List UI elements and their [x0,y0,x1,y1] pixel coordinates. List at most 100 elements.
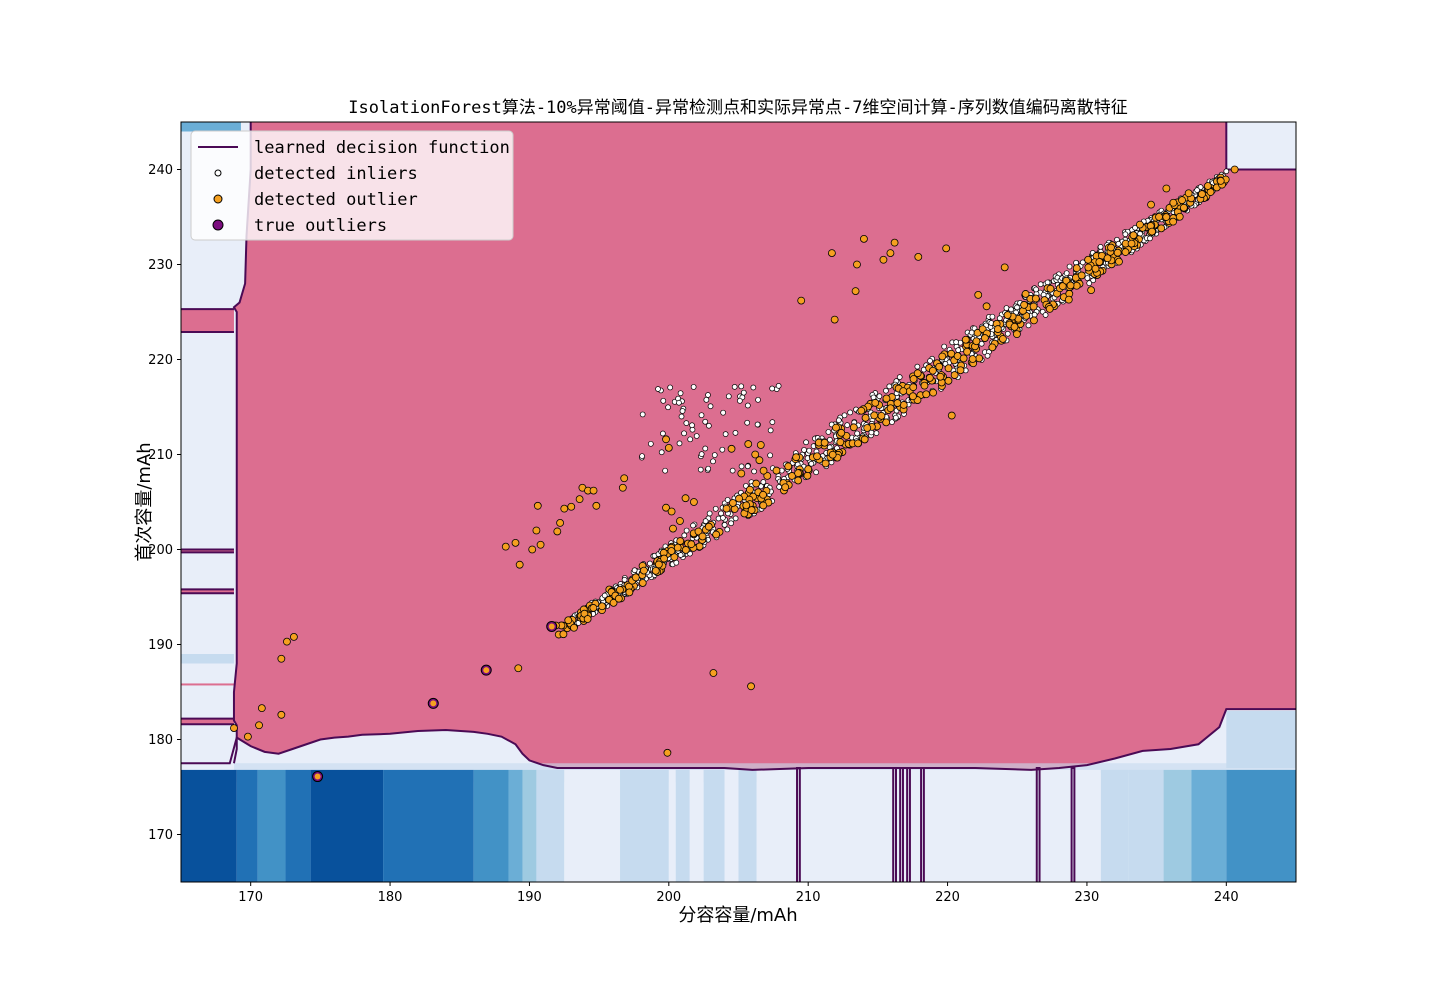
detected-inlier-point [760,479,767,485]
detected-inlier-point [690,522,696,529]
outlier-shade-column [724,769,739,882]
detected-outlier-point [651,566,660,575]
detected-outlier-point [556,519,564,527]
detected-outlier-point [1148,227,1156,236]
detected-inlier-point [705,465,712,472]
outlier-shade-column [564,769,621,882]
plot-frame [180,121,1297,883]
detected-outlier-point [1107,243,1115,252]
detected-inlier-point [665,404,671,411]
detected-inlier-point [1044,279,1051,286]
detected-outlier-point [1020,301,1028,309]
detected-outlier-point [1084,263,1093,272]
detected-inlier-point [892,414,899,421]
legend-item-decision-function: learned decision function [254,138,510,158]
detected-outlier-point [1136,220,1144,229]
detected-inlier-point [844,422,851,429]
detected-outlier-point [687,540,696,549]
detected-outlier-point [827,249,836,258]
detected-outlier-point [564,616,573,625]
detected-outlier-point [1155,212,1163,221]
detected-inlier-point [1197,184,1204,190]
outlier-shade-column [1191,769,1227,882]
detected-inlier-point [720,409,727,416]
detected-outlier-point [975,354,984,363]
outlier-shade-column [1163,769,1192,882]
outlier-shade-column [689,769,704,882]
detected-outlier-point [857,406,866,415]
detected-inlier-point [702,418,709,425]
detected-outlier-point [920,381,929,390]
detected-outlier-point [860,234,868,243]
detected-outlier-point [631,573,640,582]
decision-boundary-bottom [181,708,1296,771]
detected-outlier-point [1045,305,1054,313]
detected-outlier-point [763,471,772,480]
detected-inlier-point [1037,281,1044,288]
detected-outlier-point [589,486,598,495]
detected-outlier-point [759,466,768,475]
detected-inlier-point [1025,322,1032,329]
detected-outlier-point [830,315,839,324]
detected-outlier-point [803,471,812,480]
detected-outlier-point [560,504,569,513]
decision-boundary-spike [899,767,904,882]
detected-outlier-point [886,404,895,413]
detected-outlier-point [1000,263,1009,272]
detected-inlier-point [1086,280,1093,287]
detected-outlier-point [1230,165,1239,174]
detected-outlier-point [532,526,541,535]
detected-inlier-point [1004,330,1011,337]
detected-inlier-point [914,363,921,370]
detected-outlier-point [988,343,997,352]
detected-outlier-point [667,507,676,516]
detected-outlier-point [1021,290,1030,298]
detected-outlier-point [1184,189,1193,198]
detected-outlier-point [654,560,663,569]
detected-inlier-point [693,433,700,439]
decision-boundary-spike [1070,767,1076,882]
detected-outlier-point [877,411,886,420]
outlier-shade-column [522,769,537,882]
detected-inlier-point [841,412,848,419]
detected-outlier-point [583,615,592,623]
detected-outlier-point [553,527,562,536]
detected-outlier-point [1012,330,1021,339]
left-shade-patch [181,654,234,664]
detected-inlier-point [683,420,690,426]
outlier-shade-band [233,763,1296,773]
detected-inlier-point [706,422,712,429]
x-tick-label: 190 [517,890,542,905]
detected-outlier-point [230,724,238,732]
detected-outlier-point [781,483,790,492]
detected-outlier-point [751,450,760,459]
outlier-shade-column [756,769,795,882]
detected-outlier-point [704,522,713,531]
detected-inlier-point [738,463,745,470]
detected-inlier-point [740,389,747,396]
detected-outlier-point [963,347,972,356]
outlier-region-left [181,122,251,764]
detected-inlier-point [1042,312,1049,318]
detected-outlier-point [1072,264,1081,273]
detected-inlier-point [660,430,666,437]
detected-outlier-point [980,334,989,342]
outlier-shade-column [181,769,237,882]
outlier-shade-column [668,769,676,882]
decision-boundary-spike [892,767,897,882]
detected-outlier-point [909,392,917,401]
detected-outlier-point [821,459,830,468]
detected-inlier-point [886,383,893,390]
y-axis: 170 180 190 200 210 220 230 240 [148,163,181,843]
detected-inlier-point [660,397,667,404]
detected-inlier-point [689,422,695,429]
detected-inlier-point [1003,305,1010,311]
detected-inlier-point [1031,311,1038,318]
detected-inlier-point [681,430,687,437]
detected-outlier-point [925,374,934,382]
detected-inlier-point [631,567,638,574]
true-outlier-point-core [314,773,321,780]
detected-outlier-point [870,411,879,420]
detected-inlier-point [803,439,809,446]
detected-inlier-point [724,497,731,503]
